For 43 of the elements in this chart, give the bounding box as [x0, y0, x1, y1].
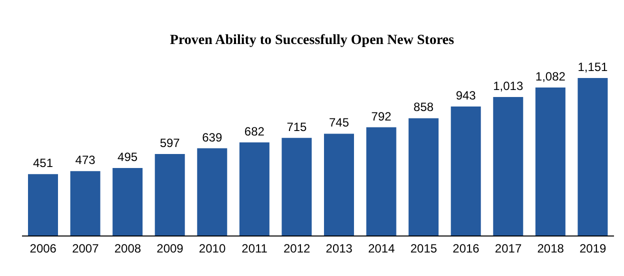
x-tick-label: 2015: [410, 242, 438, 256]
data-label: 639: [202, 130, 222, 144]
data-label: 858: [414, 100, 434, 114]
data-label: 451: [32, 156, 54, 170]
bar: [282, 138, 312, 236]
data-label: 1,013: [493, 78, 524, 93]
data-label: 682: [244, 124, 265, 138]
x-tick-label: 2008: [114, 242, 142, 256]
bar: [154, 154, 185, 236]
bar: [535, 87, 566, 236]
data-label: 1,082: [535, 69, 566, 84]
x-tick-label: 2013: [326, 242, 353, 256]
bar: [197, 148, 228, 236]
data-label: 715: [286, 120, 308, 134]
x-tick-label: 2007: [72, 242, 100, 256]
bar: [450, 106, 481, 236]
x-tick-label: 2012: [284, 242, 311, 256]
x-tick-label: 2006: [30, 242, 57, 256]
bar: [239, 142, 270, 236]
x-tick-label: 2011: [242, 242, 268, 256]
data-label: 1,151: [578, 60, 608, 74]
bar: [28, 174, 58, 236]
x-tick-label: 2016: [452, 242, 480, 256]
data-label: 792: [371, 109, 392, 124]
x-tick-label: 2017: [494, 242, 522, 256]
x-tick-label: 2014: [368, 242, 396, 256]
x-tick-label: 2010: [198, 242, 226, 256]
x-tick-label: 2009: [156, 242, 184, 256]
data-label: 597: [160, 136, 180, 150]
chart-title: Proven Ability to Successfully Open New Stores: [168, 33, 456, 49]
data-label: 473: [75, 153, 96, 168]
data-label: 745: [328, 116, 350, 130]
bar: [366, 127, 396, 236]
bar: [493, 96, 524, 236]
data-label: 943: [456, 88, 476, 103]
bar: [70, 171, 100, 236]
bar: [578, 78, 608, 236]
data-label: 495: [118, 150, 138, 164]
bar: [112, 168, 143, 236]
bar: [324, 134, 354, 236]
x-tick-label: 2019: [580, 242, 607, 256]
bar: [408, 118, 439, 236]
x-tick-label: 2018: [537, 242, 564, 256]
